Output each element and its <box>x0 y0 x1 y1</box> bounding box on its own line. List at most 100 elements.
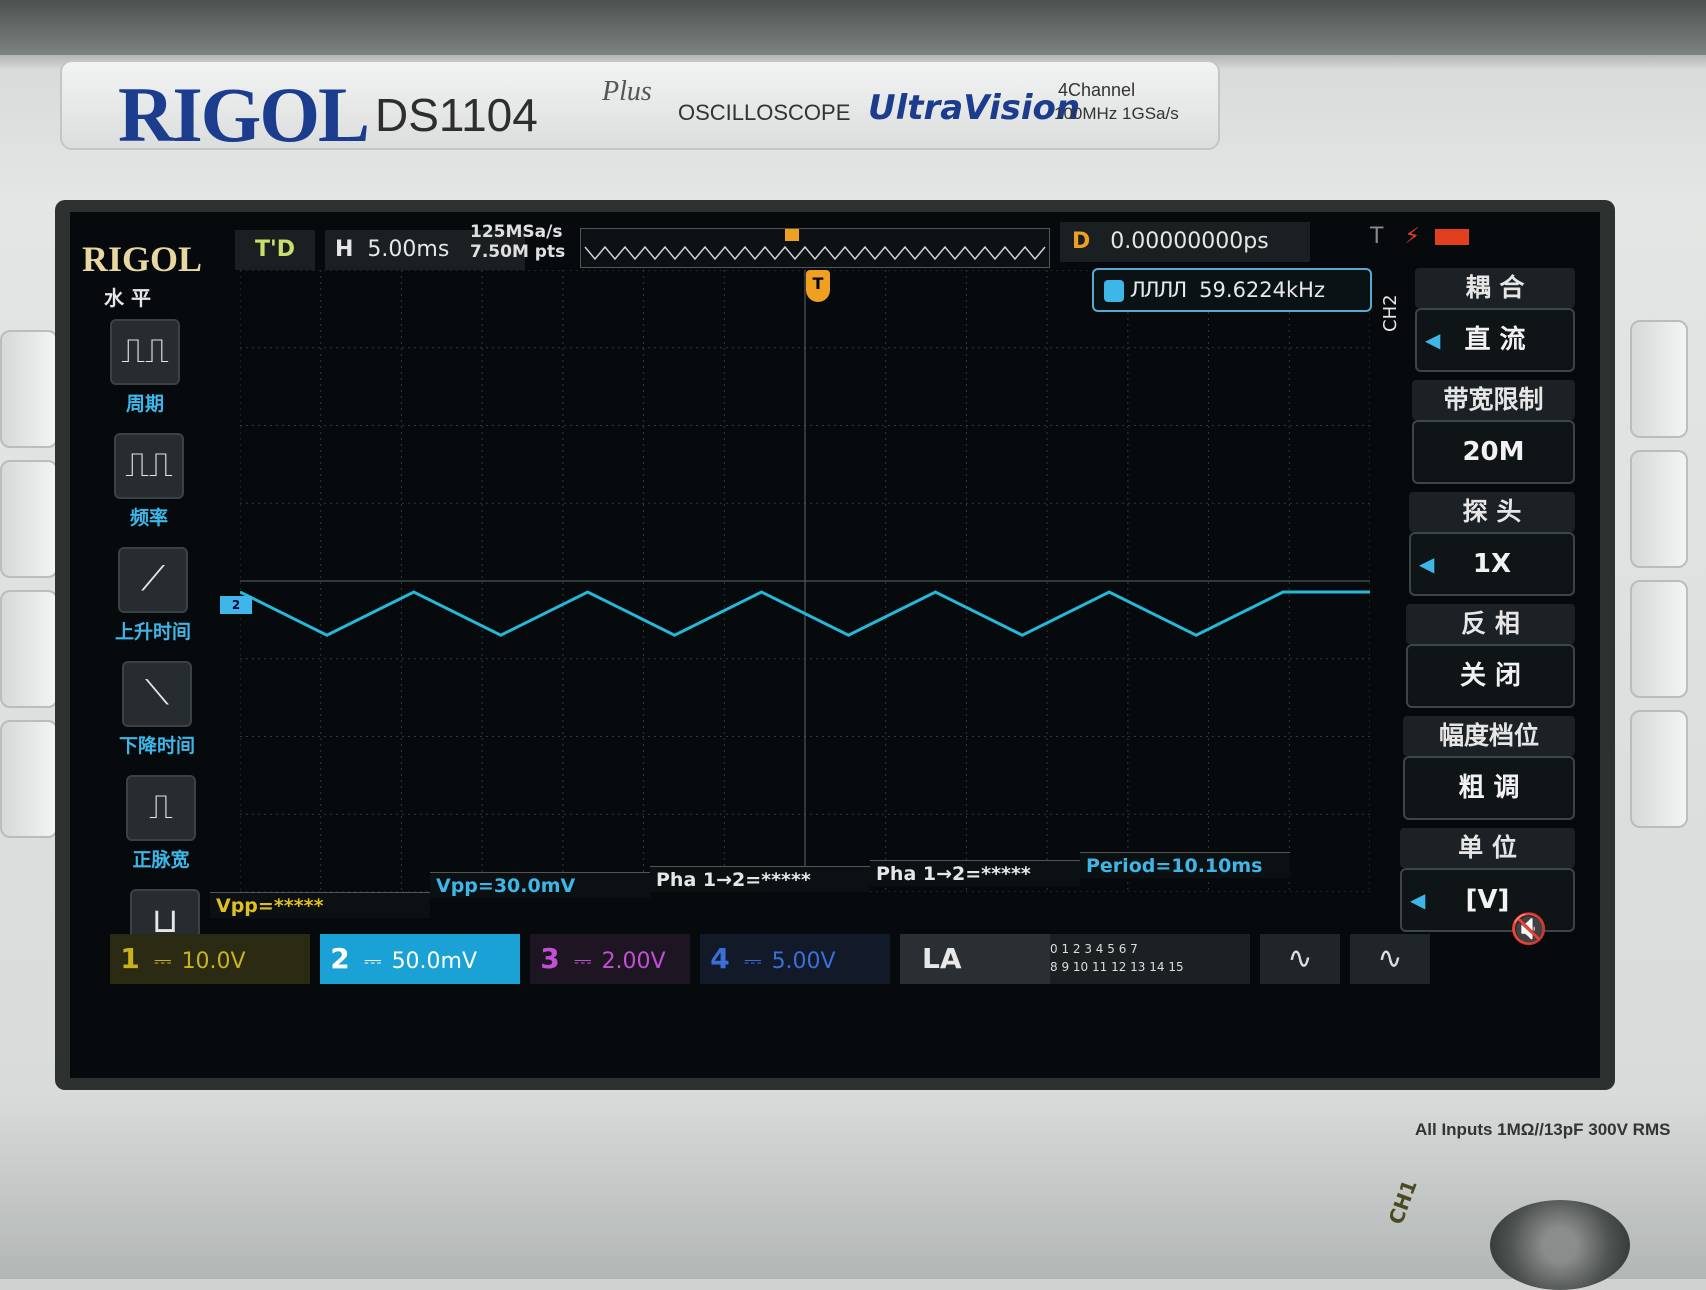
series-name: UltraVision <box>868 88 1081 128</box>
la-label: LA <box>922 942 962 975</box>
channel-menu-value-text: 20M <box>1462 437 1525 467</box>
left-arrow-icon: ◀ <box>1419 552 1435 576</box>
channel-bar: 1 ⎓ 10.0V 2 ⎓ 50.0mV 3 ⎓ 2.00V 4 ⎓ 5.00V LA 0 1 2 3… <box>110 934 1500 988</box>
channel-menu-value-text: 1X <box>1472 549 1512 579</box>
channel-scale: 50.0mV <box>391 949 478 974</box>
left-arrow-icon: ◀ <box>1410 888 1426 912</box>
delay-box: D 0.00000000ps <box>1060 222 1310 262</box>
channel-menu-title: 探 头 <box>1409 492 1575 532</box>
input-spec-label: All Inputs 1MΩ//13pF 300V RMS <box>1415 1120 1671 1139</box>
frequency-value: 59.6224kHz <box>1199 278 1325 302</box>
sample-rate: 125MSa/s <box>470 222 563 242</box>
oscilloscope-screen: RIGOL T'D H 5.00ms 125MSa/s 7.50M pts D 0.… <box>70 212 1600 1078</box>
waveform-grid <box>240 270 1370 892</box>
left-arrow-icon: ◀ <box>1425 328 1441 352</box>
measure-item-4[interactable]: ⟍ 下降时间 <box>102 661 212 767</box>
dc-coupling-icon: ⎓ <box>744 949 762 974</box>
dc-coupling-icon: ⎓ <box>574 949 592 974</box>
background-strip <box>0 0 1706 55</box>
channel-menu-value[interactable]: 关 闭 <box>1406 644 1575 708</box>
left-softkey-2[interactable] <box>0 460 58 578</box>
la-bits-bottom: 8 9 10 11 12 13 14 15 <box>1050 960 1184 974</box>
channel-menu-value[interactable]: 粗 调 <box>1403 756 1575 820</box>
channel-menu-item-5[interactable]: 幅度档位粗 调 <box>1403 716 1575 820</box>
measurement-3-text: Pha 1→2=***** <box>656 869 811 891</box>
measurement-3: Pha 1→2=***** <box>650 866 870 892</box>
channel-number: 3 <box>540 942 560 975</box>
right-softkey-2[interactable] <box>1630 450 1688 568</box>
left-softkey-3[interactable] <box>0 590 58 708</box>
la-bits-top: 0 1 2 3 4 5 6 7 <box>1050 942 1138 956</box>
channel-menu-value[interactable]: ◀ 直 流 <box>1415 308 1575 372</box>
ch1-bnc-connector[interactable] <box>1490 1200 1630 1290</box>
sound-mute-icon[interactable]: 🔇 <box>1510 912 1548 947</box>
measure-menu-title: 水 平 <box>104 286 151 310</box>
channel-number: 1 <box>120 942 140 975</box>
logic-analyzer-button[interactable]: LA <box>900 934 1070 984</box>
trigger-edge-icon: ⚡ <box>1404 224 1420 249</box>
channel-menu-value-text: 直 流 <box>1464 325 1526 355</box>
memory-waveform <box>584 229 1046 261</box>
channel-scale: 10.0V <box>181 949 246 974</box>
channel-menu-value[interactable]: 20M <box>1412 420 1575 484</box>
right-softkey-1[interactable] <box>1630 320 1688 438</box>
rise-time-icon: ⟋ <box>118 547 188 613</box>
channel-number: 2 <box>330 942 350 975</box>
channel-menu-item-3[interactable]: 探 头 ◀ 1X <box>1409 492 1575 596</box>
model-suffix: Plus <box>602 76 652 107</box>
brand-logo: RIGOL <box>118 71 370 158</box>
channel-3-button[interactable]: 3 ⎓ 2.00V <box>530 934 690 984</box>
frequency-counter: ЛЛЛЛ 59.6224kHz <box>1092 268 1372 312</box>
counter-icon <box>1104 280 1124 302</box>
measure-item-label: 正脉宽 <box>132 849 190 871</box>
channel-menu-item-1[interactable]: 耦 合 ◀ 直 流 <box>1415 268 1575 372</box>
run-mode: T'D <box>235 230 315 270</box>
channel-2-button[interactable]: 2 ⎓ 50.0mV <box>320 934 520 984</box>
channel-menu: 耦 合 ◀ 直 流带宽限制 20M 探 头 ◀ 1X 反 相关 闭幅度档位粗 调单 位 ◀ [V] <box>1400 260 1575 932</box>
math-button-2[interactable]: ∿ <box>1350 934 1430 984</box>
sine-icon: ∿ <box>1377 941 1403 976</box>
channel-menu-item-2[interactable]: 带宽限制 20M <box>1412 380 1575 484</box>
trigger-status-text: T <box>1370 224 1384 249</box>
channel-menu-item-4[interactable]: 反 相关 闭 <box>1406 604 1575 708</box>
measure-item-2[interactable]: ⎍⎍ 频率 <box>94 433 204 539</box>
trigger-position-marker[interactable]: T <box>806 270 830 302</box>
channel-scale: 2.00V <box>601 949 666 974</box>
acquisition-info: 125MSa/s 7.50M pts <box>470 222 570 262</box>
screen-logo: RIGOL <box>82 239 203 279</box>
measure-item-label: 上升时间 <box>114 621 191 643</box>
positive-width-icon: ⎍ <box>126 775 196 841</box>
measurement-5-text: Period=10.10ms <box>1086 855 1263 877</box>
brand-bar <box>60 60 1220 150</box>
measurement-2-text: Vpp=30.0mV <box>436 875 576 897</box>
measurement-2: Vpp=30.0mV <box>430 872 650 898</box>
math-button-1[interactable]: ∿ <box>1260 934 1340 984</box>
period-icon: ⎍⎍ <box>110 319 180 385</box>
right-softkey-4[interactable] <box>1630 710 1688 828</box>
channel-menu-value[interactable]: ◀ [V] <box>1400 868 1575 932</box>
horizontal-label: H <box>335 237 354 262</box>
channel-menu-item-6[interactable]: 单 位 ◀ [V] <box>1400 828 1575 932</box>
left-softkey-1[interactable] <box>0 330 58 448</box>
fall-time-icon: ⟍ <box>122 661 192 727</box>
measurement-4: Pha 1→2=***** <box>870 860 1080 886</box>
measure-item-label: 周期 <box>125 393 164 415</box>
ch2-offset-marker[interactable]: 2 <box>220 596 252 614</box>
right-softkey-3[interactable] <box>1630 580 1688 698</box>
channel-menu-value[interactable]: ◀ 1X <box>1409 532 1575 596</box>
channel-menu-title: 单 位 <box>1400 828 1575 868</box>
memory-depth: 7.50M pts <box>470 242 566 262</box>
trigger-source-badge <box>1434 229 1469 245</box>
channel-menu-title: 带宽限制 <box>1412 380 1575 420</box>
measurement-4-text: Pha 1→2=***** <box>876 863 1031 885</box>
timebase-box: H 5.00ms <box>325 230 525 270</box>
measurement-5: Period=10.10ms <box>1080 852 1290 878</box>
measure-item-3[interactable]: ⟋ 上升时间 <box>98 547 208 653</box>
left-softkey-4[interactable] <box>0 720 58 838</box>
measure-item-5[interactable]: ⎍ 正脉宽 <box>106 775 216 881</box>
measurement-1: Vpp=***** <box>210 892 430 918</box>
device-type: OSCILLOSCOPE <box>678 100 851 125</box>
channel-4-button[interactable]: 4 ⎓ 5.00V <box>700 934 890 984</box>
measure-item-1[interactable]: ⎍⎍ 周期 <box>90 319 200 425</box>
channel-1-button[interactable]: 1 ⎓ 10.0V <box>110 934 310 984</box>
